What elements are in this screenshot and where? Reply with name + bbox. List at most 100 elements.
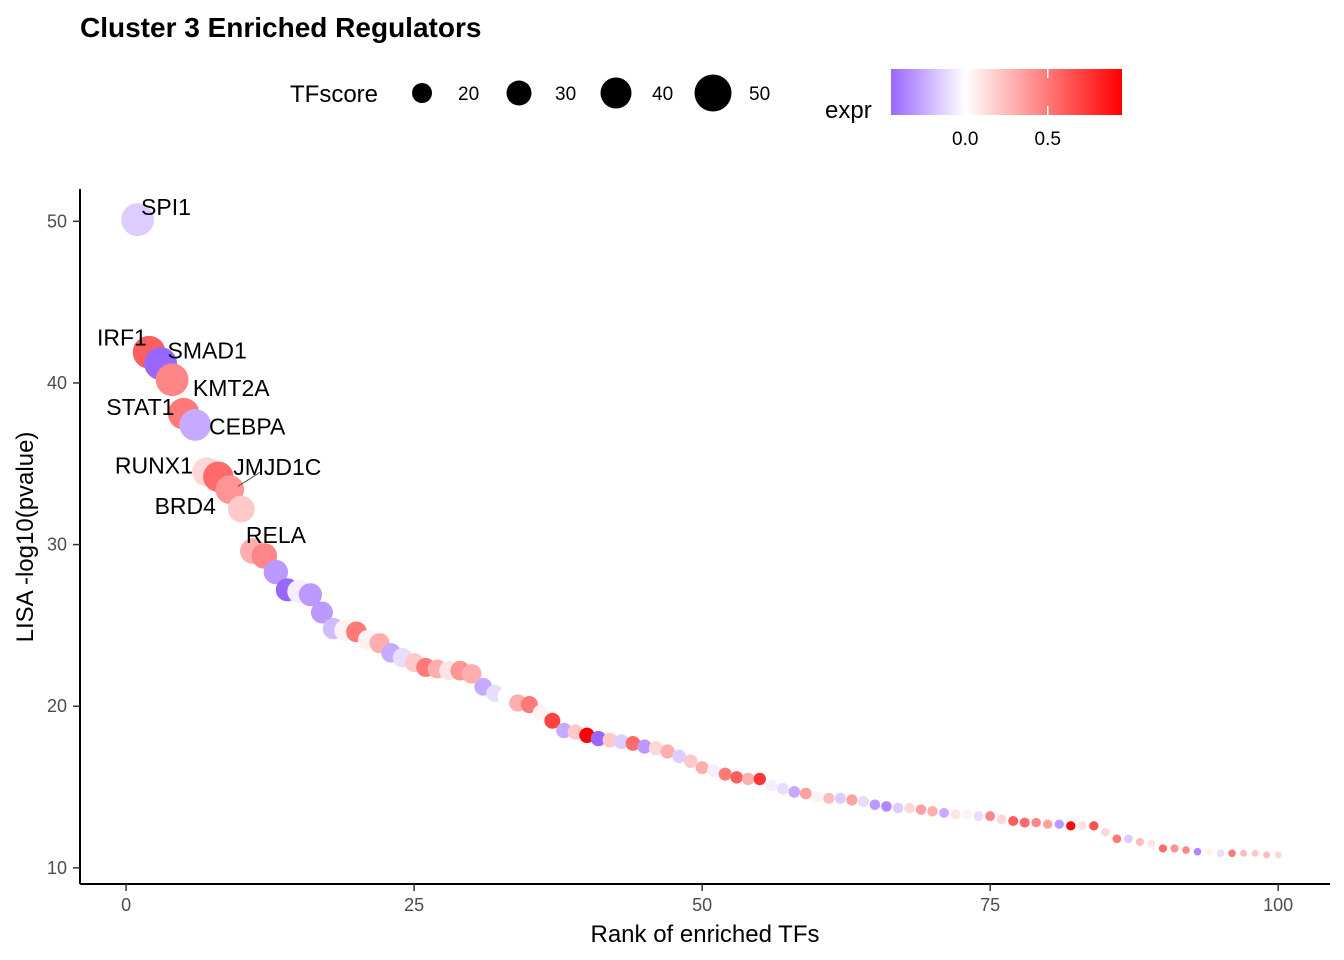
point-label: RUNX1: [115, 452, 193, 478]
data-point: [461, 664, 482, 684]
size-legend-dot: [412, 83, 432, 103]
y-tick-label: 30: [47, 535, 67, 555]
point-label: IRF1: [97, 325, 147, 351]
y-tick-label: 20: [47, 696, 67, 716]
data-point: [869, 799, 881, 811]
data-point: [1147, 839, 1156, 848]
y-axis-ticks: 10 20 30 40 50: [47, 211, 80, 878]
point-label: JMJD1C: [233, 454, 321, 480]
data-point: [660, 744, 675, 759]
y-axis-title: LISA -log10(pvalue): [12, 432, 39, 643]
data-point: [614, 734, 629, 750]
x-axis-title: Rank of enriched TFs: [591, 921, 820, 948]
data-point: [1054, 819, 1064, 829]
data-point: [155, 363, 189, 397]
data-point: [1019, 817, 1030, 828]
data-point: [227, 495, 255, 523]
data-point: [1240, 849, 1248, 857]
data-point: [834, 792, 846, 804]
data-point: [1228, 849, 1236, 858]
data-point: [1077, 821, 1088, 831]
color-legend-bar: [891, 69, 1122, 115]
size-legend-label: 50: [749, 84, 770, 105]
y-tick-label: 50: [47, 211, 67, 231]
data-point: [544, 712, 561, 729]
data-point: [1031, 817, 1041, 828]
data-point: [1135, 837, 1145, 847]
color-legend-title: expr: [825, 97, 872, 124]
y-tick-label: 40: [47, 373, 67, 393]
size-legend-title: TFscore: [290, 81, 378, 108]
data-point: [1193, 847, 1202, 856]
data-point: [904, 802, 915, 814]
size-legend-label: 40: [652, 84, 673, 105]
data-point: [298, 583, 323, 607]
point-label: SMAD1: [168, 338, 247, 364]
data-point: [1100, 827, 1110, 837]
size-legend-dot: [600, 77, 632, 109]
data-point: [602, 732, 618, 748]
data-point: [648, 741, 664, 756]
labels-layer: SPI1 IRF1 SMAD1 KMT2A STAT1 CEBPA RUNX1 JMJD1C B…: [97, 194, 321, 548]
data-point: [672, 749, 686, 764]
data-point: [1263, 851, 1271, 859]
data-point: [985, 811, 996, 822]
size-legend-label: 20: [458, 84, 479, 105]
label-leader-line: [237, 471, 261, 487]
color-legend-label: 0.5: [1035, 129, 1061, 150]
data-point: [520, 695, 538, 714]
data-point: [707, 764, 721, 778]
data-point: [263, 559, 289, 585]
data-point: [1066, 821, 1076, 831]
data-point: [811, 791, 823, 803]
data-point: [973, 811, 984, 822]
point-label: RELA: [246, 522, 307, 548]
data-point: [121, 203, 155, 237]
data-point: [310, 601, 333, 624]
axes: [79, 189, 1330, 885]
data-point: [881, 801, 892, 812]
x-tick-label: 25: [404, 895, 424, 915]
data-point: [1043, 819, 1053, 829]
point-label: KMT2A: [193, 375, 270, 401]
data-point: [1182, 846, 1190, 854]
point-label: STAT1: [106, 394, 174, 420]
data-point: [1216, 849, 1225, 858]
size-legend-label: 30: [555, 84, 576, 105]
data-point: [1274, 851, 1282, 859]
data-point: [1008, 815, 1019, 826]
data-point: [637, 739, 652, 754]
data-point: [1089, 821, 1099, 831]
data-point: [776, 782, 789, 795]
data-point: [590, 730, 607, 747]
point-label: SPI1: [141, 194, 191, 220]
data-point: [996, 814, 1007, 825]
data-point: [556, 722, 572, 739]
data-point: [625, 735, 641, 751]
data-point: [823, 792, 835, 804]
x-axis-ticks: 0 25 50 75 100: [121, 884, 1293, 915]
data-point: [1123, 834, 1133, 844]
data-point: [915, 804, 927, 815]
data-point: [788, 785, 801, 798]
data-point: [718, 767, 732, 781]
x-tick-label: 75: [980, 895, 1000, 915]
data-point: [179, 409, 212, 441]
size-legend: TFscore 20 30 40 50: [290, 74, 770, 112]
data-point: [799, 787, 812, 800]
data-point: [892, 802, 904, 814]
data-point: [1170, 844, 1179, 853]
color-legend-label: 0.0: [952, 129, 978, 150]
data-point: [962, 809, 973, 820]
data-point: [730, 771, 743, 784]
points-layer: [121, 203, 1282, 859]
x-tick-label: 50: [692, 895, 712, 915]
chart-title: Cluster 3 Enriched Regulators: [80, 12, 481, 43]
data-point: [939, 807, 950, 818]
data-point: [950, 809, 961, 820]
data-point: [1205, 847, 1213, 856]
data-point: [765, 779, 778, 792]
y-tick-label: 10: [47, 858, 67, 878]
data-point: [753, 772, 766, 786]
